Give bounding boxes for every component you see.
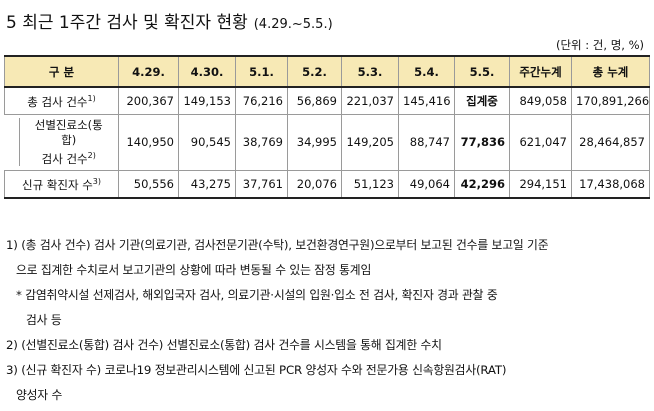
table-cell: 51,123: [341, 169, 399, 199]
table-cell: 294,151: [509, 169, 572, 199]
table-cell: 149,205: [341, 113, 399, 171]
footnotes: 1) (총 검사 건수) 검사 기관(의료기관, 검사전문기관(수탁), 보건환…: [6, 233, 650, 408]
footnote-1-line-2: 으로 집계한 수치로서 보고기관의 상황에 따라 변동될 수 있는 잠정 통계임: [16, 263, 372, 277]
table-cell: 17,438,068: [571, 169, 650, 199]
footnote-marker: 1): [87, 94, 96, 104]
table-row-new-cases: 신규 확진자 수3) 50,556 43,275 37,761 20,076 5…: [4, 169, 650, 199]
footnote-1-star-line-1: * 감염취약시설 선제검사, 해외입국자 검사, 의료기관·시설의 입원·입소 …: [16, 288, 498, 302]
footnote-marker: 3): [92, 177, 101, 187]
footnote-2: 2) (선별진료소(통합) 검사 건수) 선별진료소(통합) 검사 건수를 시스…: [6, 338, 442, 352]
header-grand-total: 총 누계: [571, 55, 650, 88]
title-period: (4.29.~5.5.): [253, 17, 333, 32]
footnote-1-line-1: 1) (총 검사 건수) 검사 기관(의료기관, 검사전문기관(수탁), 보건환…: [6, 238, 549, 252]
table-cell: 221,037: [341, 86, 399, 115]
table-cell: 621,047: [509, 113, 572, 171]
header-date: 5.1.: [235, 55, 288, 88]
row-label: 총 검사 건수1): [4, 86, 119, 115]
table-cell: 43,275: [178, 169, 236, 199]
header-weekly-total: 주간누계: [509, 55, 572, 88]
footnote-marker: 2): [87, 150, 96, 160]
header-date: 5.3.: [341, 55, 399, 88]
table-cell: 42,296: [454, 169, 510, 199]
table-cell: 50,556: [118, 169, 179, 199]
table-row-total-tests: 총 검사 건수1) 200,367 149,153 76,216 56,869 …: [4, 86, 650, 115]
unit-label: (단위 : 건, 명, %): [555, 38, 644, 52]
header-row: 구 분 4.29. 4.30. 5.1. 5.2. 5.3. 5.4. 5.5.…: [4, 55, 650, 88]
table-cell: 170,891,266: [571, 86, 650, 115]
row-label: 신규 확진자 수3): [4, 169, 119, 199]
table-cell: 140,950: [118, 113, 179, 171]
table-cell: 76,216: [235, 86, 288, 115]
header-date: 5.5.: [454, 55, 510, 88]
row-label: 선별진료소(통 합) 검사 건수2): [4, 113, 119, 171]
table-cell: 149,153: [178, 86, 236, 115]
footnote-1-star-line-2: 검사 등: [26, 313, 62, 327]
table-cell: 90,545: [178, 113, 236, 171]
table-cell: 20,076: [287, 169, 342, 199]
table-cell: 88,747: [398, 113, 455, 171]
header-category: 구 분: [4, 55, 119, 88]
table-row-screening-tests: 선별진료소(통 합) 검사 건수2) 140,950 90,545 38,769…: [4, 113, 650, 171]
footnote-3-line-2: 양성자 수: [16, 388, 63, 402]
table-cell: 34,995: [287, 113, 342, 171]
header-date: 4.30.: [178, 55, 236, 88]
header-date: 4.29.: [118, 55, 179, 88]
table-cell: 77,836: [454, 113, 510, 171]
header-date: 5.2.: [287, 55, 342, 88]
table-cell: 200,367: [118, 86, 179, 115]
table-cell: 56,869: [287, 86, 342, 115]
title-main: 5 최근 1주간 검사 및 확진자 현황: [6, 13, 248, 33]
table-cell: 37,761: [235, 169, 288, 199]
table-cell: 38,769: [235, 113, 288, 171]
table-cell: 849,058: [509, 86, 572, 115]
section-title: 5 최근 1주간 검사 및 확진자 현황 (4.29.~5.5.): [6, 8, 333, 33]
table-cell: 145,416: [398, 86, 455, 115]
stats-table: 구 분 4.29. 4.30. 5.1. 5.2. 5.3. 5.4. 5.5.…: [4, 55, 650, 199]
header-date: 5.4.: [398, 55, 455, 88]
table-cell: 49,064: [398, 169, 455, 199]
table-cell: 28,464,857: [571, 113, 650, 171]
footnote-3-line-1: 3) (신규 확진자 수) 코로나19 정보관리시스템에 신고된 PCR 양성자…: [6, 363, 507, 377]
table-cell: 집계중: [454, 86, 510, 115]
